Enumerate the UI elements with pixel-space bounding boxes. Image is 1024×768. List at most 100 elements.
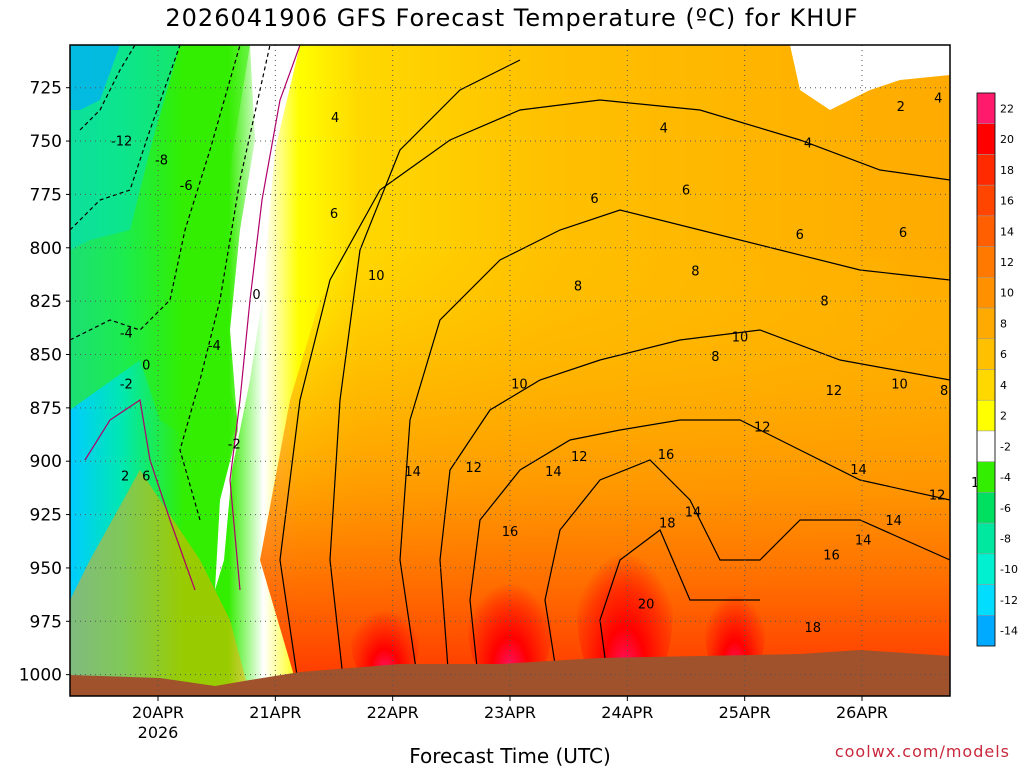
contour-label: -6 (180, 179, 193, 194)
colorbar-label: -10 (1000, 563, 1018, 576)
contour-label: 4 (331, 111, 339, 126)
warm-low-levels (260, 240, 950, 696)
x-tick-year: 2026 (138, 723, 179, 742)
x-tick-label: 22APR (367, 703, 419, 722)
white-gap-top-right (790, 45, 950, 110)
contour-label: 14 (855, 533, 872, 548)
colorbar-swatch (976, 430, 996, 462)
x-tick-label: 23APR (484, 703, 536, 722)
colorbar-swatch (976, 246, 996, 278)
colorbar-label: 12 (1000, 256, 1014, 269)
temperature-contours (70, 45, 950, 696)
contour-label: -4 (208, 339, 221, 354)
y-tick-label: 825 (30, 292, 62, 312)
colorbar-swatch (976, 492, 996, 524)
colorbar-swatch (976, 461, 996, 493)
colorbar-swatch (976, 399, 996, 432)
contour-label: 10 (891, 378, 908, 393)
colorbar-swatch (976, 92, 996, 124)
contour-label: 8 (820, 294, 828, 309)
y-tick-label: 750 (30, 132, 62, 152)
y-tick-label: 850 (30, 345, 62, 365)
contour-label: 16 (823, 548, 840, 563)
x-axis-label: Forecast Time (UTC) (409, 744, 611, 768)
contour-label: 12 (465, 461, 482, 476)
contour-label: 16 (502, 525, 519, 540)
contour-label: 10 (732, 331, 749, 346)
colorbar-label: -4 (1000, 471, 1011, 484)
contour-label: -2 (120, 378, 133, 393)
contour-label: 14 (545, 465, 562, 480)
colorbar-swatch (976, 215, 996, 247)
contour-label: 6 (142, 469, 150, 484)
colorbar-label: 2 (1000, 410, 1007, 423)
x-tick-label: 20APR (132, 703, 184, 722)
terrain-ground (70, 650, 950, 696)
colorbar-label: 20 (1000, 133, 1014, 146)
color-bar-legend: 22 20 18 16 14 12 10 8 6 4 2 -2 -4 -6 -8 -10 -12 -14 (976, 92, 1018, 647)
colorbar-label: -12 (1000, 594, 1018, 607)
x-tick-label: 21APR (249, 703, 301, 722)
colorbar-swatch (976, 522, 996, 555)
colorbar-label: 14 (1000, 225, 1014, 238)
x-tick-label: 26APR (836, 703, 888, 722)
source-credit: coolwx.com/models (834, 742, 1010, 761)
contour-label: 6 (899, 226, 907, 241)
colorbar-label: 22 (1000, 102, 1014, 115)
contour-label: 10 (511, 378, 528, 393)
contour-label: 10 (368, 269, 385, 284)
colorbar-label: 10 (1000, 287, 1014, 300)
contour-label: -4 (120, 326, 133, 341)
contour-label: -2 (228, 437, 241, 452)
contour-label: 12 (826, 384, 843, 399)
surface-warm-east (70, 470, 250, 696)
contour-label: 6 (796, 228, 804, 243)
colorbar-swatch (976, 184, 996, 217)
contour-label: 4 (660, 122, 668, 137)
contour-label: 18 (804, 621, 821, 636)
y-tick-label: 800 (30, 239, 62, 259)
contour-label: 14 (885, 514, 902, 529)
grid-lines (70, 45, 950, 696)
contour-label: 12 (754, 420, 771, 435)
warm-core-24apr (577, 515, 673, 696)
contour-label: 14 (850, 463, 867, 478)
contour-label: 12 (929, 489, 946, 504)
colorbar-swatch (976, 123, 996, 155)
contour-label: 18 (659, 516, 676, 531)
contour-label: 6 (590, 192, 598, 207)
colorbar-swatch (976, 584, 996, 616)
y-tick-label: 1000 (19, 666, 62, 686)
colorbar-label: 4 (1000, 379, 1007, 392)
colorbar-label: 8 (1000, 317, 1007, 330)
contour-label: 4 (934, 92, 942, 107)
chart-title: 2026041906 GFS Forecast Temperature (ºC)… (165, 4, 859, 32)
colorbar-label: -8 (1000, 532, 1011, 545)
contour-label: 0 (142, 358, 150, 373)
contour-label: 8 (691, 265, 699, 280)
near-zero-band (215, 45, 300, 590)
contour-label: 14 (404, 465, 421, 480)
colorbar-label: -14 (1000, 625, 1018, 638)
contour-label: 8 (940, 384, 948, 399)
colorbar-swatch (976, 338, 996, 370)
y-axis: 725 750 775 800 825 850 875 900 925 950 975 1000 (19, 79, 70, 686)
colorbar-swatch (976, 277, 996, 309)
colorbar-swatch (976, 369, 996, 401)
y-tick-label: 900 (30, 452, 62, 472)
colorbar-label: 18 (1000, 164, 1014, 177)
contour-label: 0 (252, 288, 260, 303)
contour-label: 8 (711, 350, 719, 365)
contour-label: -12 (111, 134, 132, 149)
colorbar-swatch (976, 615, 996, 647)
x-tick-label: 25APR (719, 703, 771, 722)
contour-label: 8 (574, 279, 582, 294)
colorbar-swatch (976, 154, 996, 186)
coldest-air-region (70, 45, 120, 110)
colorbar-swatch (976, 553, 996, 585)
contour-label: 2 (121, 469, 129, 484)
contour-label: 6 (330, 207, 338, 222)
colorbar-label: 6 (1000, 348, 1007, 361)
